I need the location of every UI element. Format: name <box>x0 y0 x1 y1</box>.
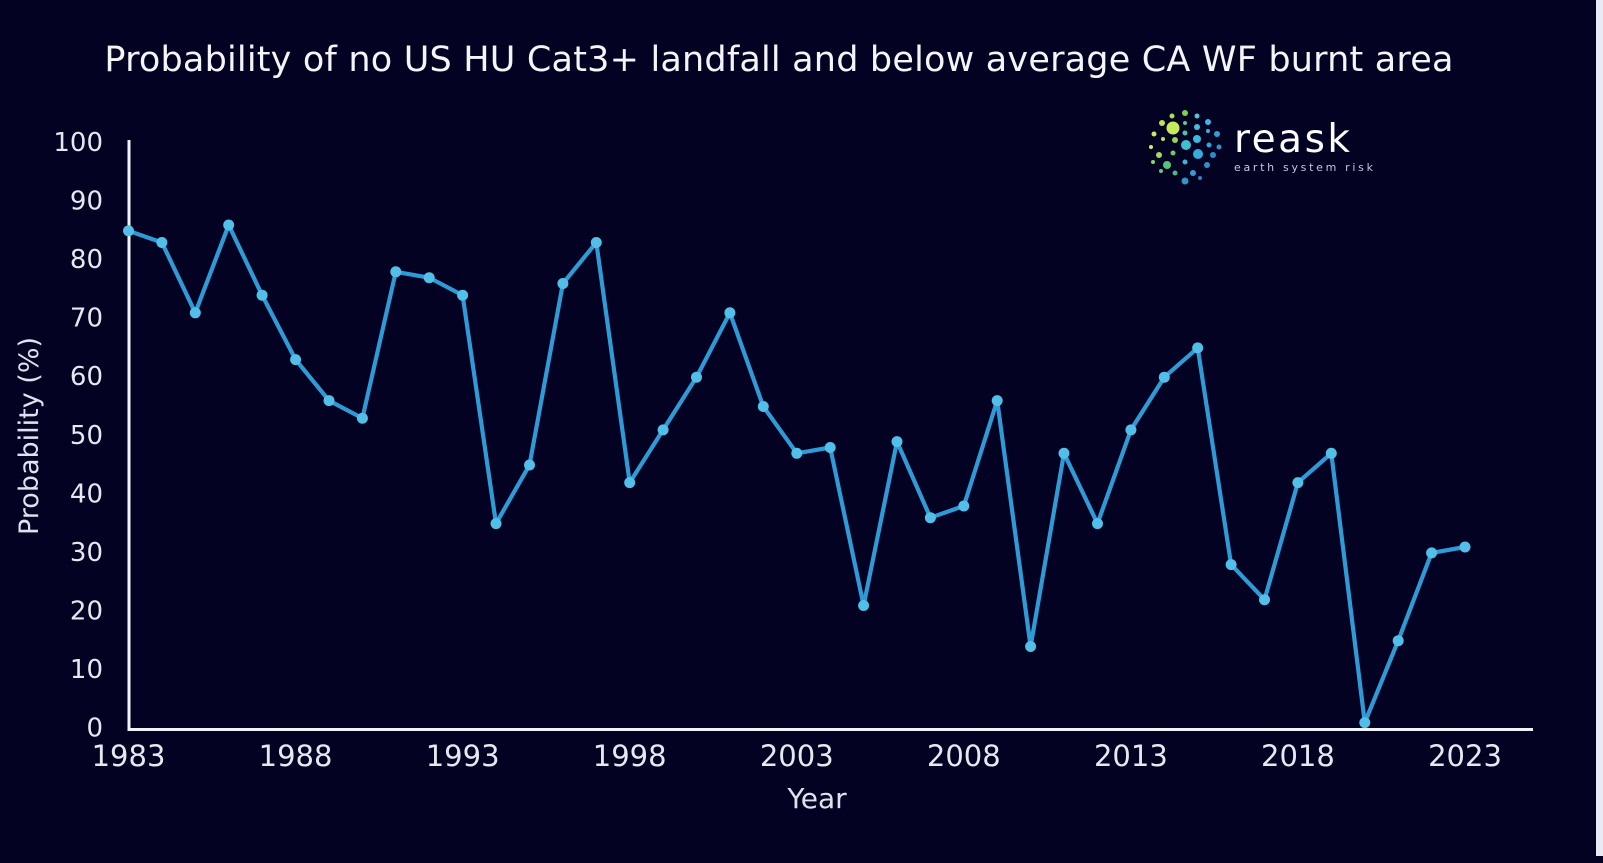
logo-brand-wordmark: reask <box>1234 117 1353 162</box>
data-point <box>624 477 636 489</box>
x-tick-label: 2008 <box>927 739 1001 773</box>
data-point <box>323 395 335 407</box>
data-point <box>223 219 235 231</box>
logo-text: reask earth system risk <box>1234 117 1376 175</box>
data-point <box>189 307 201 319</box>
y-tick-label: 100 <box>53 128 103 158</box>
data-point <box>858 600 870 611</box>
data-point <box>1092 518 1103 530</box>
logo-tagline: earth system risk <box>1234 161 1376 174</box>
data-point <box>123 225 134 237</box>
data-point <box>1359 717 1371 729</box>
data-point <box>657 424 669 436</box>
data-line <box>126 222 1468 725</box>
x-tick-label: 1998 <box>593 739 667 773</box>
x-tick-label: 2023 <box>1428 739 1502 773</box>
data-point <box>290 354 302 366</box>
data-point <box>1259 594 1270 606</box>
data-point <box>791 447 803 459</box>
data-point <box>356 412 368 424</box>
data-point <box>423 272 435 284</box>
data-point <box>256 289 268 301</box>
x-tick-label: 2013 <box>1094 739 1168 773</box>
data-point <box>1025 641 1037 652</box>
x-tick-label: 2018 <box>1261 739 1335 773</box>
data-point <box>1459 541 1471 553</box>
data-point <box>1058 447 1070 459</box>
data-point <box>824 442 836 453</box>
chart-title: Probability of no US HU Cat3+ landfall a… <box>104 40 1454 80</box>
data-point <box>724 307 736 319</box>
data-point <box>590 237 602 248</box>
data-point <box>958 500 970 512</box>
x-tick-label: 2003 <box>760 739 834 773</box>
data-point <box>524 459 535 471</box>
y-tick-label: 50 <box>70 421 103 451</box>
x-tick-label: 1993 <box>426 739 500 773</box>
data-point <box>1392 635 1404 647</box>
y-axis-title: Probability (%) <box>14 337 45 535</box>
data-point <box>156 237 168 248</box>
data-point <box>1292 477 1304 489</box>
data-point <box>557 278 569 289</box>
data-point <box>1225 559 1237 571</box>
y-tick-label: 30 <box>70 538 103 568</box>
data-point <box>1325 447 1337 459</box>
x-tick-label: 1983 <box>92 739 166 773</box>
data-point <box>1426 547 1438 559</box>
data-point <box>991 395 1003 407</box>
y-tick-label: 20 <box>70 596 103 626</box>
y-tick-label: 40 <box>70 479 103 509</box>
x-axis-title: Year <box>786 782 847 815</box>
data-point <box>757 401 769 412</box>
y-tick-label: 10 <box>70 655 103 685</box>
data-point <box>691 371 702 383</box>
data-point <box>490 518 502 530</box>
right-edge-strip <box>1596 0 1603 856</box>
y-tick-label: 60 <box>70 362 103 392</box>
x-tick-label: 1988 <box>259 739 333 773</box>
data-point <box>1192 342 1204 354</box>
reask-logo: reask earth system risk <box>1145 107 1376 187</box>
data-point <box>1125 424 1137 436</box>
y-tick-label: 70 <box>70 304 103 334</box>
globe-dots-icon <box>1149 110 1222 185</box>
data-point <box>891 436 903 448</box>
y-tick-label: 80 <box>70 245 103 275</box>
data-point <box>390 266 402 278</box>
data-point <box>924 512 936 524</box>
data-point <box>1158 371 1170 383</box>
y-tick-label: 90 <box>70 187 103 217</box>
y-tick-label: 0 <box>86 714 103 744</box>
data-point <box>457 289 469 301</box>
